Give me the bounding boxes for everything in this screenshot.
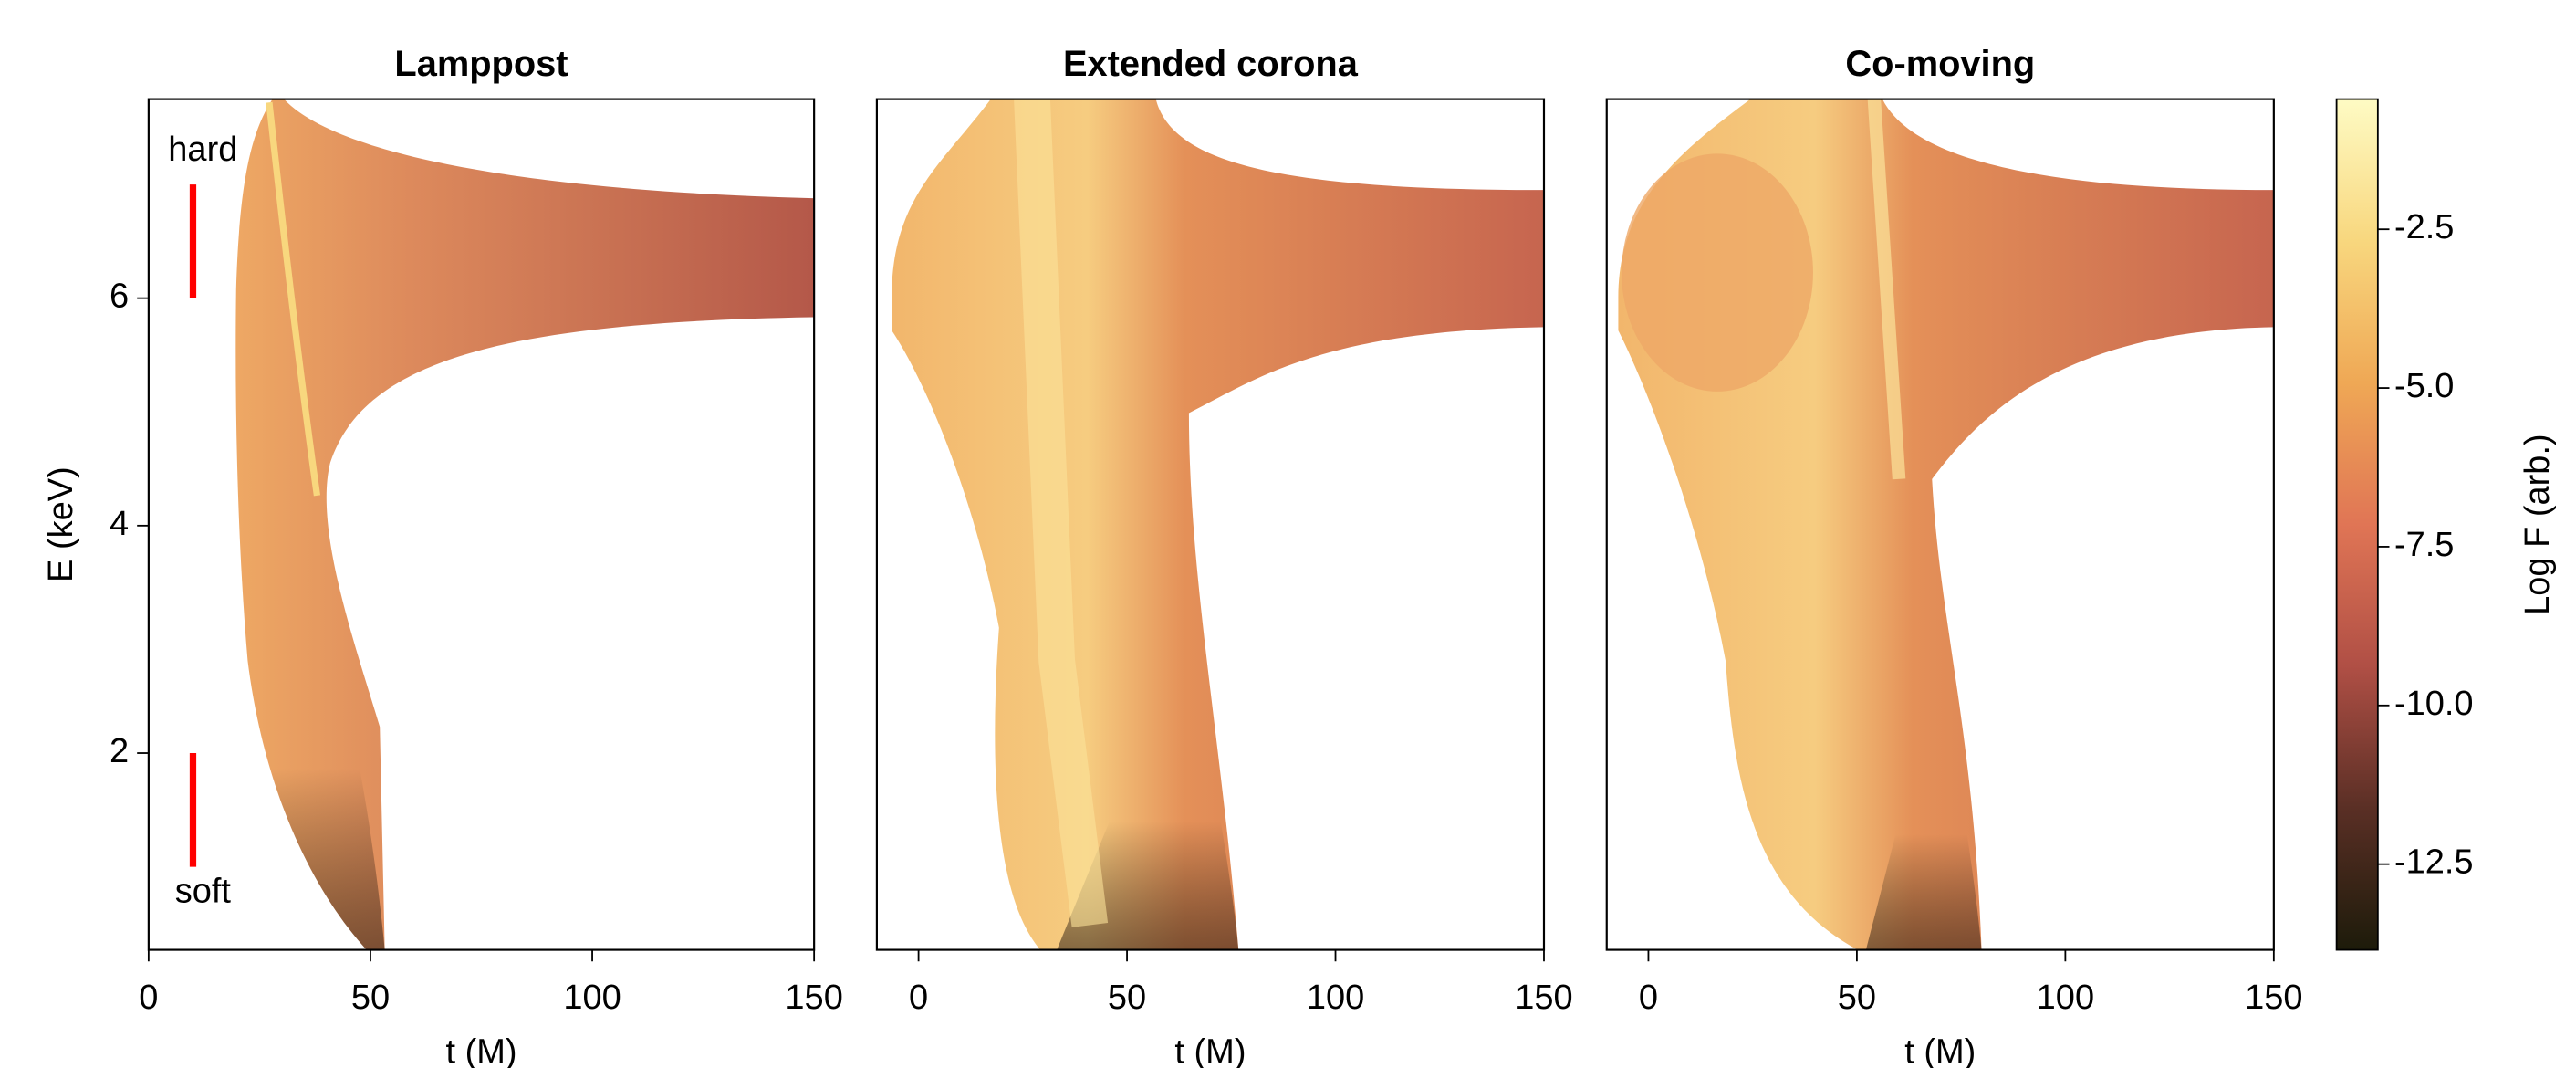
panel-title: Lamppost <box>394 44 568 84</box>
x-tick-label: 150 <box>785 979 842 1017</box>
colorbar <box>2337 99 2378 950</box>
x-tick-label: 50 <box>1838 979 1876 1017</box>
page: {"chart_data": [ {"type": "heatmap", "ti… <box>0 0 2576 1068</box>
heatmap-lamppost <box>235 99 814 950</box>
heatmap-extended-corona <box>892 99 1544 950</box>
colorbar-label: Log F (arb.) <box>2519 434 2557 615</box>
annotation-label: hard <box>168 131 237 169</box>
x-tick-label: 150 <box>2245 979 2302 1017</box>
x-tick-label: 50 <box>1108 979 1146 1017</box>
x-axis-label: t (M) <box>1904 1033 1976 1068</box>
heatmap-co-moving <box>1618 99 2273 950</box>
panel-title: Co-moving <box>1845 44 2035 84</box>
x-tick-label: 100 <box>1307 979 1364 1017</box>
colorbar-tick-label: -10.0 <box>2394 685 2474 723</box>
y-tick-label: 6 <box>110 277 129 316</box>
colorbar-tick-label: -12.5 <box>2394 843 2474 882</box>
annotation-label: soft <box>175 873 232 911</box>
x-tick-label: 150 <box>1515 979 1572 1017</box>
x-tick-label: 0 <box>909 979 928 1017</box>
x-axis-label: t (M) <box>1174 1033 1246 1068</box>
panel-title: Extended corona <box>1063 44 1359 84</box>
x-tick-label: 0 <box>1639 979 1658 1017</box>
y-tick-label: 4 <box>110 505 129 543</box>
x-tick-label: 50 <box>351 979 390 1017</box>
colorbar-tick-label: -2.5 <box>2394 208 2454 246</box>
y-tick-label: 2 <box>110 732 129 770</box>
colorbar-tick-label: -5.0 <box>2394 367 2454 405</box>
x-axis-label: t (M) <box>445 1033 516 1068</box>
chart: Lamppost t (M) 0 50 100 150 2 4 6 E (keV) hard soft… <box>0 0 2576 1068</box>
x-tick-label: 100 <box>2037 979 2094 1017</box>
x-tick-label: 0 <box>139 979 158 1017</box>
y-axis-label: E (keV) <box>42 466 80 582</box>
colorbar-tick-label: -7.5 <box>2394 526 2454 564</box>
x-tick-label: 100 <box>563 979 621 1017</box>
